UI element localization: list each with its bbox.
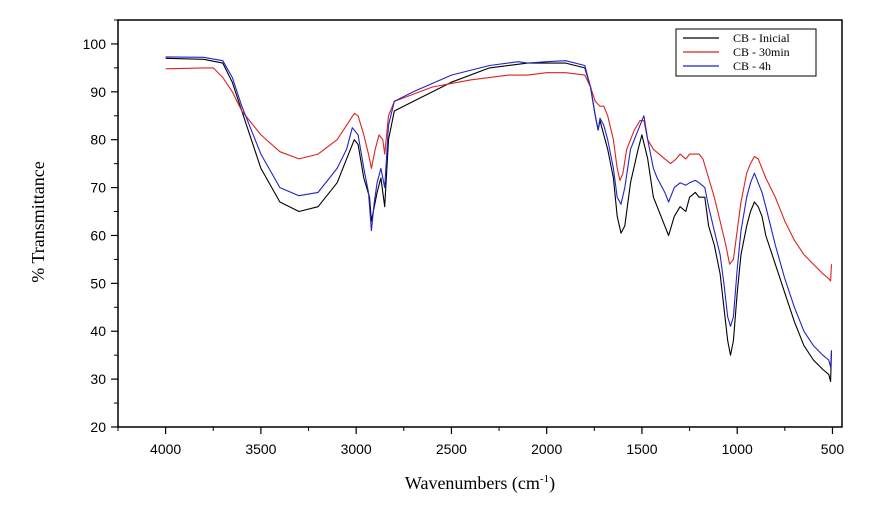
- y-tick-label: 30: [90, 371, 106, 387]
- legend-label-cb-inicial: CB - Inicial: [733, 31, 790, 45]
- x-tick-label: 2000: [531, 441, 562, 457]
- legend-label-cb-30min: CB - 30min: [733, 45, 790, 59]
- x-axis-title-superscript: -1: [540, 473, 549, 485]
- legend: CB - Inicial CB - 30min CB - 4h: [675, 28, 817, 77]
- series-line-cb-4h: [165, 56, 833, 368]
- plot-frame: [117, 19, 843, 428]
- legend-label-cb-4h: CB - 4h: [733, 59, 771, 73]
- x-tick-label: 1000: [722, 441, 753, 457]
- x-axis-title-main: Wavenumbers (cm: [405, 473, 540, 494]
- y-tick-label: 100: [83, 36, 107, 52]
- x-tick-label: 3500: [245, 441, 276, 457]
- x-axis-title-close: ): [549, 473, 555, 494]
- y-tick-label: 90: [90, 84, 106, 100]
- y-tick-label: 50: [90, 275, 106, 291]
- series-line-cb-30min: [165, 67, 833, 282]
- y-tick-label: 60: [90, 227, 106, 243]
- y-tick-label: 40: [90, 323, 106, 339]
- y-tick-label: 80: [90, 132, 106, 148]
- x-tick-label: 2500: [436, 441, 467, 457]
- y-axis: 20 30 40 50 60 70 80 90 100: [83, 19, 118, 435]
- plot-area: 4000 3500 3000 2500 2000 1500 1000 500 20 30 40 50…: [83, 19, 845, 457]
- y-axis-title: % Transmittance: [28, 161, 48, 283]
- y-tick-label: 70: [90, 180, 106, 196]
- series-lines: [165, 56, 833, 383]
- x-axis: 4000 3500 3000 2500 2000 1500 1000 500: [117, 427, 845, 457]
- y-tick-label: 20: [90, 419, 106, 435]
- series-line-cb-inicial: [165, 57, 833, 383]
- x-tick-label: 3000: [341, 441, 372, 457]
- x-tick-label: 4000: [150, 441, 181, 457]
- x-axis-title: Wavenumbers (cm-1): [405, 473, 555, 494]
- x-tick-label: 1500: [626, 441, 657, 457]
- x-tick-label: 500: [821, 441, 845, 457]
